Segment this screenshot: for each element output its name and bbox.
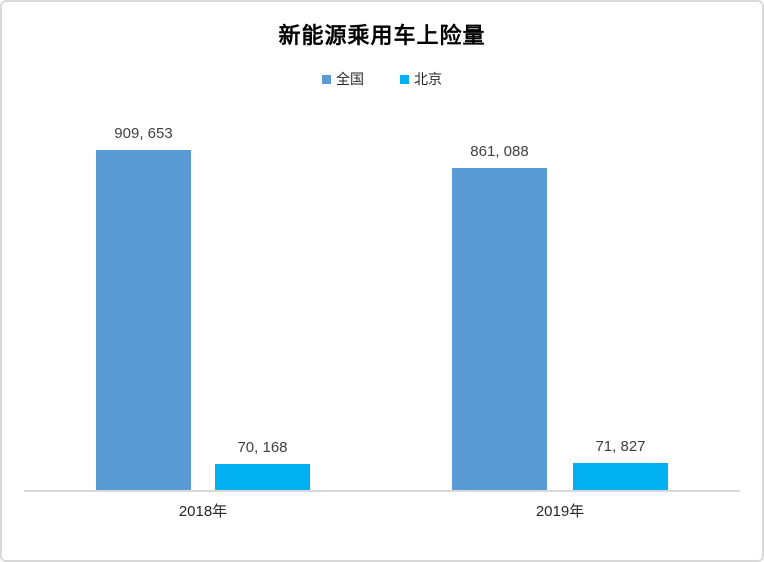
- legend-label-quanguo: 全国: [336, 71, 364, 87]
- bar-slot-beijing-2018: 70, 168: [215, 116, 310, 490]
- bar-slot-quanguo-2018: 909, 653: [96, 116, 191, 490]
- legend-swatch-quanguo-icon: [322, 74, 331, 84]
- bar-slot-beijing-2019: 71, 827: [573, 116, 668, 490]
- legend-item-beijing: 北京: [400, 69, 442, 89]
- legend: 全国 北京: [2, 69, 762, 89]
- legend-swatch-beijing-icon: [400, 74, 409, 84]
- data-label-quanguo-2019: 861, 088: [470, 142, 529, 160]
- legend-label-beijing: 北京: [414, 71, 442, 87]
- plot-area: 909, 653 70, 168 861, 088 71, 827: [24, 116, 740, 492]
- bar-group-2018: 909, 653 70, 168: [96, 116, 310, 490]
- x-axis-label-2018: 2018年: [178, 503, 228, 520]
- bar-quanguo-2019: [452, 167, 547, 490]
- data-label-beijing-2019: 71, 827: [595, 438, 646, 456]
- x-axis-label-2019: 2019年: [535, 503, 585, 520]
- bar-quanguo-2018: [96, 149, 191, 490]
- legend-item-quanguo: 全国: [322, 69, 364, 89]
- bar-group-2019: 861, 088 71, 827: [452, 116, 668, 490]
- bar-beijing-2018: [215, 463, 310, 490]
- x-axis: 2018年 2019年: [24, 500, 740, 522]
- chart-title: 新能源乘用车上险量: [278, 23, 486, 48]
- bar-slot-quanguo-2019: 861, 088: [452, 116, 547, 490]
- bar-beijing-2019: [573, 463, 668, 490]
- data-label-beijing-2018: 70, 168: [237, 438, 288, 456]
- data-label-quanguo-2018: 909, 653: [114, 124, 173, 142]
